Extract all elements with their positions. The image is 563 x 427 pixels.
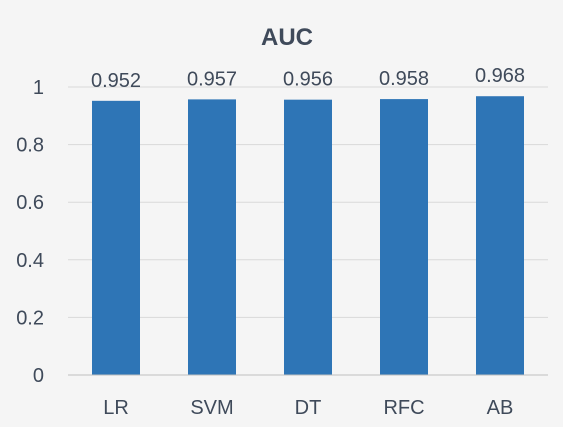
x-tick-label-rfc: RFC <box>383 397 424 419</box>
bar-lr <box>92 100 140 375</box>
y-tick-label: 0.6 <box>16 192 44 214</box>
y-tick-label: 0 <box>33 365 44 387</box>
y-tick-label: 0.4 <box>16 250 44 272</box>
chart-title: AUC <box>261 24 313 51</box>
bar-ab <box>476 96 524 375</box>
bars <box>92 96 524 375</box>
y-tick-label: 1 <box>33 77 44 99</box>
y-tick-label: 0.2 <box>16 307 44 329</box>
bar-dt <box>284 99 332 375</box>
data-label-ab: 0.968 <box>475 65 525 87</box>
bar-svm <box>188 99 236 375</box>
x-tick-label-lr: LR <box>103 397 129 419</box>
data-label-dt: 0.956 <box>283 69 333 91</box>
data-label-rfc: 0.958 <box>379 68 429 90</box>
y-axis-tick-labels: 0 0.2 0.4 0.6 0.8 1 <box>16 77 44 387</box>
y-tick-label: 0.8 <box>16 135 44 157</box>
data-label-svm: 0.957 <box>187 68 237 90</box>
data-labels: 0.952 0.957 0.956 0.958 0.968 <box>91 65 525 92</box>
x-tick-label-svm: SVM <box>190 397 233 419</box>
x-tick-label-dt: DT <box>295 397 322 419</box>
data-label-lr: 0.952 <box>91 70 141 92</box>
bar-rfc <box>380 99 428 375</box>
x-axis-tick-labels: LR SVM DT RFC AB <box>103 397 513 419</box>
x-tick-label-ab: AB <box>487 397 514 419</box>
